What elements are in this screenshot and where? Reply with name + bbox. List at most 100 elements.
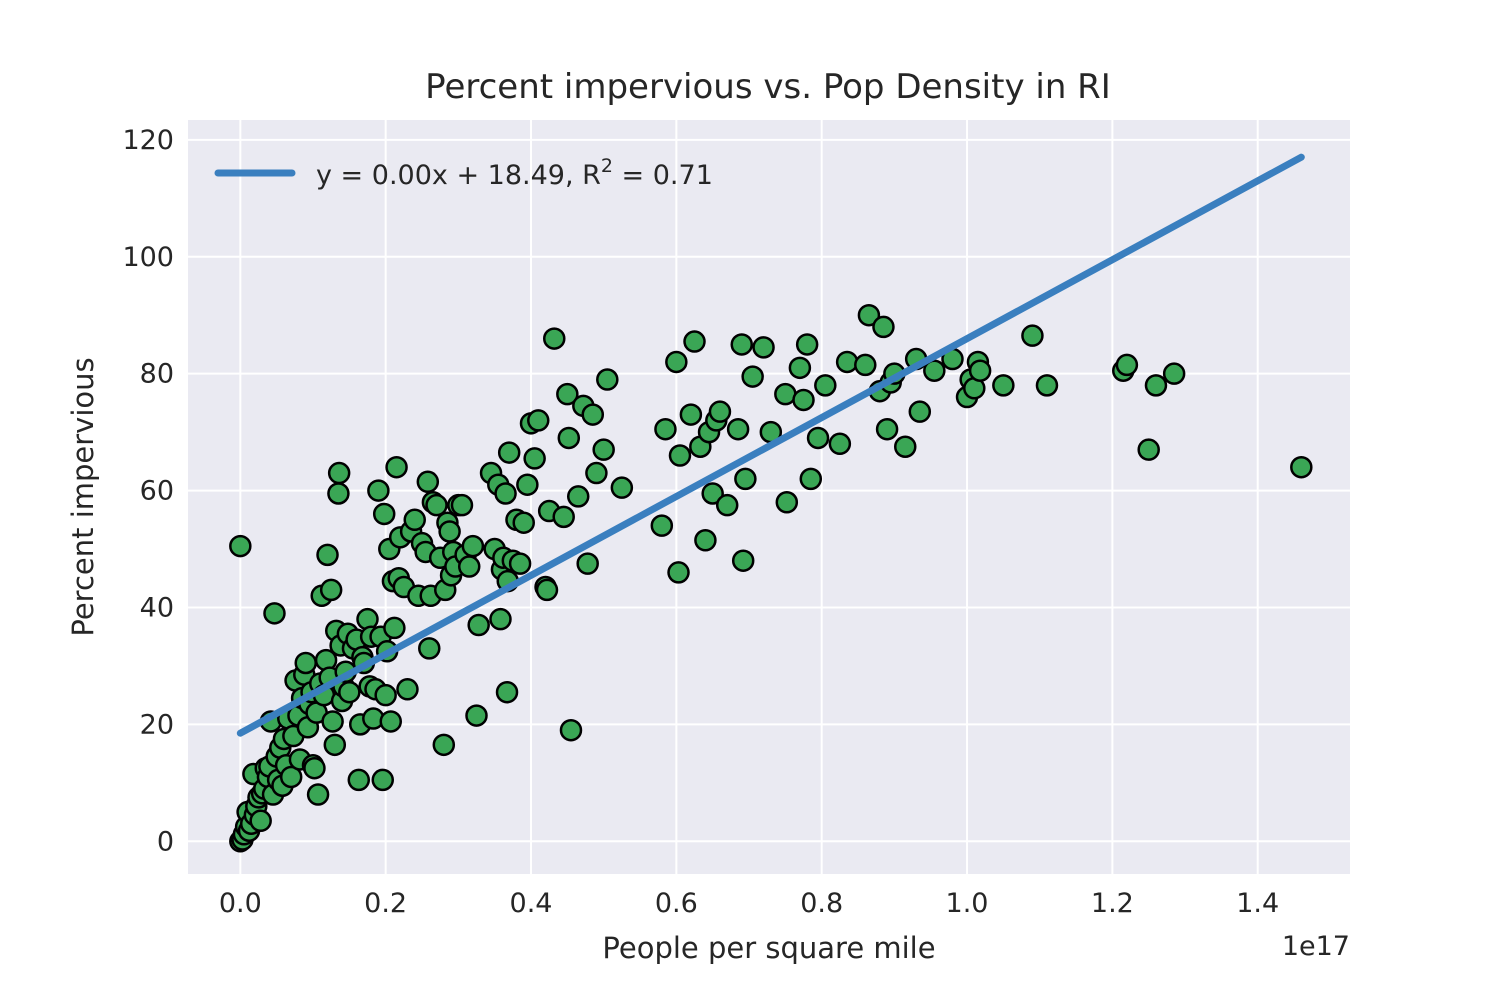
data-point [416,470,440,494]
data-point [494,482,517,505]
y-tick-label: 40 [140,592,174,623]
data-point [566,485,590,508]
data-point [374,683,397,707]
data-point [323,733,347,757]
x-tick-label: 1.0 [946,888,989,919]
data-point [367,479,390,502]
data-point [321,710,344,733]
chart-title: Percent impervious vs. Pop Density in RI [425,67,1111,107]
data-point [1290,455,1313,479]
data-point [327,482,350,505]
data-point [263,602,286,625]
data-point [338,680,361,704]
data-point [489,607,512,631]
fit-line [236,153,1305,737]
data-point [596,368,619,391]
x-tick-label: 1.2 [1091,888,1134,919]
data-point [654,417,677,441]
data-point [726,417,750,441]
data-point [1021,324,1044,347]
data-point [854,353,877,377]
data-point [556,382,579,406]
data-point [508,552,532,575]
data-point [319,578,343,602]
data-point [581,403,605,426]
data-point [788,356,812,380]
data-point [694,529,717,552]
x-tick-label: 1.4 [1236,888,1279,919]
data-point [576,552,599,575]
data-point [559,718,583,742]
data-point [857,303,881,327]
x-tick-labels: 0.0 0.2 0.4 0.6 0.8 1.0 1.2 1.4 [219,888,1279,919]
data-point [557,426,581,450]
data-point [968,359,992,382]
data-point [461,534,485,558]
x-tick-label: 0.4 [510,888,553,919]
legend-label-main: y = 0.00x + 18.49, R [316,160,601,191]
data-point [396,678,419,701]
data-point [792,388,815,412]
y-tick-labels: 0 20 40 60 80 100 120 [122,125,174,857]
data-point [715,493,739,517]
data-point [432,733,456,757]
legend-label: y = 0.00x + 18.49, R2 = 0.71 [316,155,713,191]
data-point [543,327,566,350]
data-point [741,365,764,388]
data-point [835,350,859,374]
data-point [679,403,703,426]
data-point [1035,374,1059,397]
data-point [535,578,559,602]
data-point [828,432,852,456]
data-point [379,710,403,733]
data-point [372,502,396,526]
x-tick-label: 0.0 [219,888,262,919]
data-point [734,467,757,491]
y-tick-label: 120 [122,125,174,156]
data-point [527,409,550,432]
legend-label-tail: = 0.71 [613,160,713,191]
data-point [667,561,690,584]
data-point [1137,438,1160,461]
data-point [438,520,461,543]
data-point [650,514,674,537]
data-point [806,426,830,450]
data-point [516,473,539,496]
data-point [610,476,634,499]
data-point [465,704,488,727]
data-point [249,809,272,833]
data-point [457,555,481,578]
y-tick-label: 80 [140,359,174,390]
data-point [497,441,521,464]
scatter-points [229,303,1313,853]
y-tick-label: 60 [140,476,174,507]
data-point [383,616,406,640]
data-point [450,493,474,517]
y-tick-label: 0 [157,826,174,857]
data-point [303,756,326,780]
fit-line-group [236,153,1305,737]
data-point [1162,362,1186,385]
x-tick-label: 0.6 [655,888,698,919]
data-point [701,482,724,505]
data-point [752,336,775,359]
data-point [1144,374,1168,397]
data-point [585,461,608,485]
data-point [799,467,823,491]
x-axis-label: People per square mile [602,931,935,965]
data-point [1115,353,1139,377]
data-point [875,417,899,441]
data-point [708,400,732,423]
plot-area [188,120,1350,874]
data-point [908,400,932,423]
data-point [316,543,339,567]
data-point [306,783,330,806]
y-tick-label: 100 [122,242,174,273]
x-tick-label: 0.8 [800,888,843,919]
data-point [814,374,837,397]
x-tick-label: 0.2 [364,888,407,919]
data-point [668,444,692,467]
data-point [872,315,895,339]
legend: y = 0.00x + 18.49, R2 = 0.71 [214,155,713,191]
